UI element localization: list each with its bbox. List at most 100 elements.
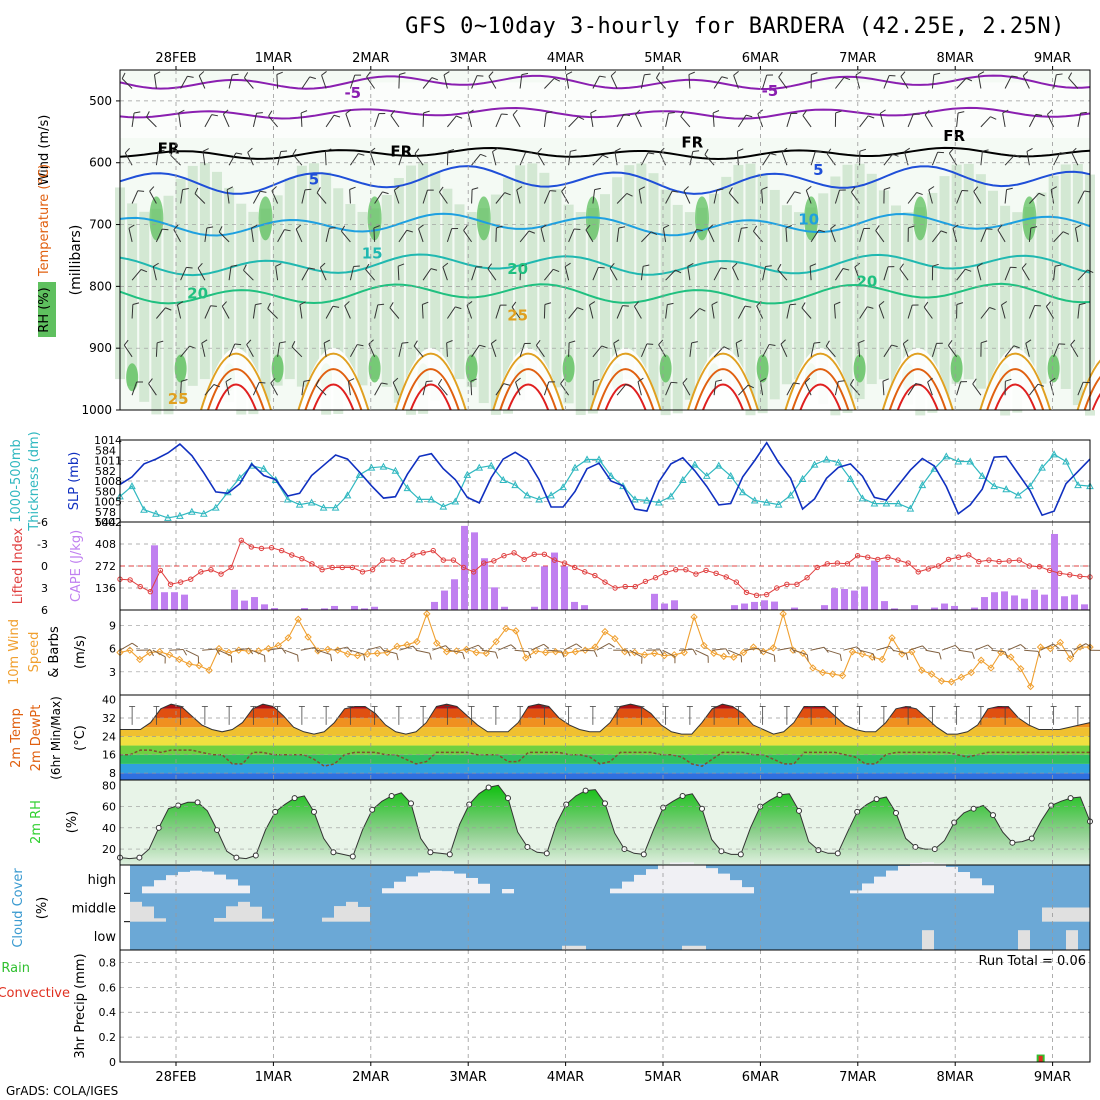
wind-barb-flag [537,148,542,154]
wind-barb-flag [915,382,922,386]
cape-bar [651,593,658,610]
wind-barb-shaft [243,269,254,281]
temperature-contour [119,146,1091,161]
wind-barb-shaft [629,649,643,658]
wind-barb [495,192,511,204]
wind-barb-flag [423,110,430,114]
wind-barb-shaft [197,267,206,281]
wind-barb-flag [270,377,276,384]
wind-barb-shaft [1004,154,1016,166]
wind-barb-shaft [291,346,303,358]
wind-barb [972,378,982,396]
wind-barb-shaft [536,152,545,166]
wind-barb-shaft [519,230,530,243]
warm-layer-contour [799,383,842,411]
thickness-point [559,483,567,491]
wind-barb-flag [377,303,385,306]
thickness-tick-label: 582 [95,465,116,478]
wind-barb-shaft [325,228,330,243]
wind-speed-point [185,660,193,668]
rh-point [563,801,570,808]
cloud-middle-bar [358,906,370,922]
wind-barb [859,115,875,128]
wind-barb-flag [479,344,486,348]
wind-barb-flag [626,649,631,657]
cloud-high-bar [646,869,658,894]
wind-barb-10m [1057,649,1075,658]
wind-barb-shaft [422,190,428,204]
temp-band [120,717,1090,728]
wind-barb-flag [329,227,336,229]
wind-barb-flag [614,148,621,152]
wind-barb [277,341,286,357]
wind-barb [1026,147,1033,166]
wind-barb [275,263,282,281]
wind-barb-flag [839,189,846,191]
cloud-low-bar [562,945,574,950]
wind-barb-flag [429,652,432,660]
wind-barb-shaft [1053,74,1057,89]
lifted-index-point [208,566,214,573]
cloud-high-bar [670,862,682,894]
wind-barb-flag [546,111,553,114]
wind-barb-shaft [397,266,400,281]
wind-barb-shaft [948,152,958,166]
wind-barb [637,377,644,396]
wind-barb-flag [663,224,670,229]
wind-barb [1021,263,1030,281]
contour-label: 20 [187,285,208,303]
lifted-index-point [784,581,790,588]
wind-barb-shaft [155,228,163,243]
cape-bar [951,605,958,610]
lifted-index-point [1026,563,1033,569]
dry-boundary-dome [980,348,1051,410]
lifted-index-point [905,560,911,566]
rh-point [679,792,686,799]
rh-column [199,163,210,380]
wind-barb-flag [1054,264,1062,267]
wind-speed-point [1026,682,1035,691]
thickness-point [1014,491,1022,499]
wind-barb-shaft [810,646,825,651]
thickness-point [667,492,675,500]
cape-bar [531,606,538,610]
lifted-index-point [541,551,548,557]
wind-barb-shaft [931,74,935,89]
wind-barb-shaft [218,649,232,657]
wind-barb-10m [547,649,565,658]
wind-barb-shaft [228,74,233,89]
wind-barb-flag [733,71,739,76]
wind-barb-flag [949,148,954,154]
wind-barb [390,110,400,128]
wind-barb-shaft [204,384,215,396]
thickness-point [176,511,184,519]
wind-barb-flag [682,378,688,384]
y-tick-label: 600 [89,156,112,170]
wind-barb-flag [353,265,360,268]
date-label-top: 7MAR [839,51,876,66]
wind-barb-flag [268,110,273,117]
wind-barb-shaft [225,381,230,396]
wind-barb-10m [843,646,862,653]
thickness-line [119,453,1091,519]
wind-speed-point [650,649,659,657]
wind-barb [640,152,655,166]
rh-point [854,808,861,815]
wind-barb-shaft [247,152,254,166]
wind-barb [956,77,973,89]
wind-barb-shaft [564,266,570,281]
wind-barb-shaft [392,382,400,396]
rh-moist-core [126,363,139,392]
rh-column [684,212,695,400]
wind-barb-shaft [879,113,885,128]
wind-barb-shaft [202,151,206,166]
wind-barb-shaft [443,74,448,89]
wind-barb-flag [641,656,643,664]
wind-barb [421,301,429,319]
lifted-index-point [854,553,861,559]
run-total-label: Run Total = 0.06 [978,954,1086,969]
lifted-index-point [470,569,477,575]
wind-barb-flag [715,379,723,382]
wind-barb [325,227,336,243]
wind-barb [589,301,596,319]
